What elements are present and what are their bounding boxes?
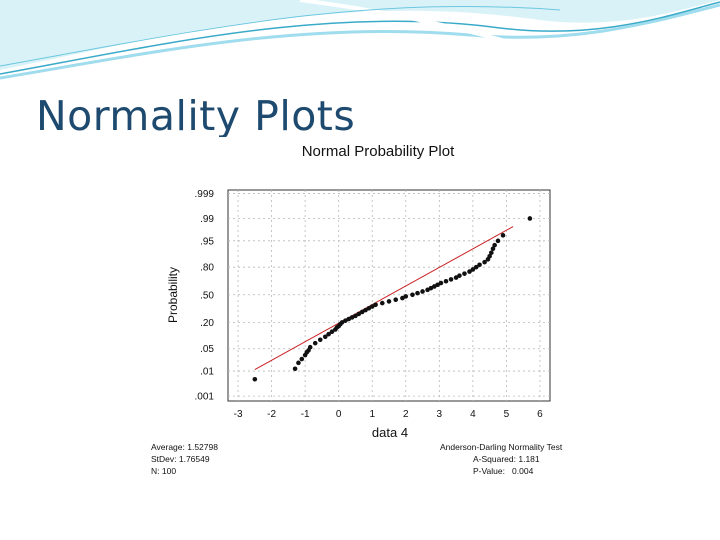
stat-n: N: 100 [151,466,177,476]
data-point [307,344,313,350]
stat-p-value: P-Value: 0.004 [473,466,534,476]
x-tick-label: -1 [301,409,310,420]
x-tick-label: -3 [234,409,243,420]
data-point [359,309,365,315]
data-point [477,262,482,268]
data-point [403,294,409,299]
data-point [443,278,449,284]
y-tick-labels: .999 .99 .95 .80 .50 .20 .05 .01 .001 [195,189,215,403]
normal-probability-plot: Normal Probability Plot .999 .99 .95 .80 .50… [166,143,551,440]
y-tick-label: .80 [200,263,214,274]
x-tick-label: 4 [470,409,476,420]
chart-title: Normal Probability Plot [302,143,455,160]
data-point [299,356,305,362]
data-point [386,299,392,304]
data-point [500,233,506,238]
data-point [296,360,301,366]
data-point [482,259,487,265]
data-point [453,275,459,280]
data-point [457,273,462,278]
data-point [462,271,467,276]
data-point [329,329,335,335]
data-point [356,311,362,317]
data-point [527,216,533,221]
data-point [363,307,368,313]
stat-average: Average: 1.52798 [151,442,218,452]
data-point [353,313,358,319]
x-tick-label: 2 [403,409,409,420]
data-point [415,290,420,296]
x-tick-label: 5 [504,409,510,420]
wave-band-light [0,0,720,70]
data-point [373,302,378,308]
data-point [448,277,454,282]
data-point [473,264,479,270]
y-tick-label: .99 [200,214,214,225]
x-axis-label: data 4 [372,425,408,440]
data-point [487,253,492,259]
data-point [410,292,415,298]
data-point [312,340,318,346]
data-point [326,331,331,337]
data-point [467,269,472,274]
y-tick-label: .01 [200,367,214,378]
data-point [490,246,496,251]
wave-band-dark [0,1,720,75]
data-point [492,242,497,248]
stat-stdev: StDev: 1.76549 [151,454,210,464]
stat-test-name: Anderson-Darling Normality Test [440,442,563,452]
fit-line [254,226,514,371]
x-tick-labels: -3 -2 -1 0 1 2 3 4 5 6 [234,409,544,420]
x-tick-label: 0 [336,409,342,420]
data-point [317,337,323,343]
y-tick-label: .20 [200,318,214,329]
data-point [322,334,328,340]
y-tick-label: .05 [200,344,214,355]
data-point [379,300,385,306]
data-point [489,250,494,256]
stat-a-squared: A-Squared: 1.181 [473,454,540,464]
y-tick-label: .95 [200,236,214,247]
y-axis-label: Probability [166,267,180,323]
x-tick-label: -2 [267,409,276,420]
data-point [438,280,444,286]
y-tick-label: .001 [195,392,215,403]
data-point [420,289,425,294]
data-point [292,366,298,372]
x-tick-label: 6 [537,409,543,420]
wave-band-mid [0,3,720,80]
data-point [470,267,476,272]
y-tick-label: .999 [195,189,215,200]
data-points [252,216,533,382]
data-point [393,297,399,303]
y-tick-label: .50 [200,290,214,301]
wave-band-teal [0,5,561,67]
slide-title: Normality Plots [36,92,356,140]
chart-panel: Normal Probability Plot .999 .99 .95 .80 .50… [130,137,600,485]
data-point [252,376,258,382]
data-point [495,238,501,244]
x-tick-label: 1 [369,409,375,420]
x-tick-label: 3 [437,409,443,420]
